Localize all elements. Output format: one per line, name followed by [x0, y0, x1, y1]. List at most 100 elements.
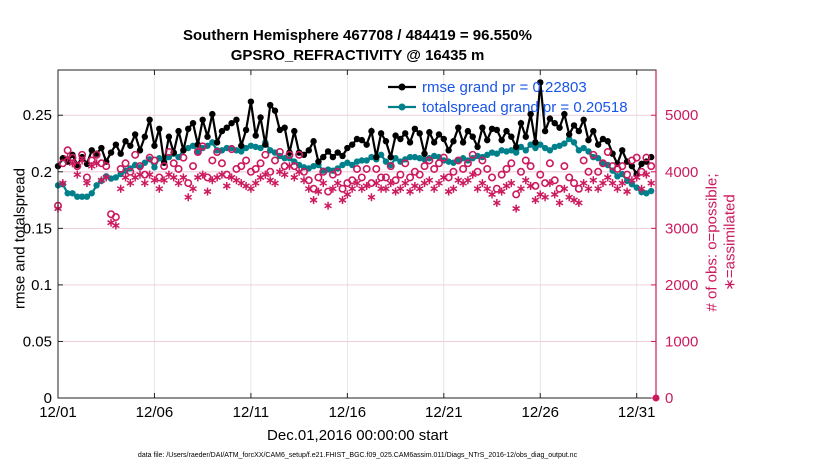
x-tick-label: 12/26 [521, 404, 559, 421]
data-point [189, 142, 197, 149]
obs-possible-marker [463, 159, 472, 168]
data-point [488, 149, 496, 156]
obs-assimilated-marker [478, 179, 487, 188]
obs-possible-marker [251, 164, 260, 173]
obs-possible-marker [285, 150, 294, 159]
data-point [426, 129, 433, 136]
asterisk-stroke [637, 186, 646, 192]
data-point [551, 119, 558, 127]
data-point [392, 132, 399, 139]
asterisk-stroke [290, 174, 299, 181]
data-point [377, 151, 385, 159]
asterisk-stroke [155, 186, 164, 192]
obs-assimilated-marker [338, 196, 347, 205]
asterisk-stroke [454, 177, 463, 183]
asterisk-stroke [647, 180, 656, 186]
obs-possible-marker [73, 162, 82, 171]
asterisk-stroke [382, 186, 390, 192]
obs-possible-marker [242, 156, 251, 165]
asterisk-stroke [150, 177, 159, 183]
obs-assimilated-marker [512, 204, 520, 213]
obs-assimilated-marker [603, 173, 612, 182]
obs-assimilated-marker [83, 179, 91, 188]
obs-assimilated-marker [295, 167, 303, 176]
y-right-tick-label: 1000 [665, 333, 698, 350]
data-point [411, 125, 419, 133]
data-point [131, 131, 139, 138]
data-point [551, 143, 558, 151]
data-point [435, 131, 443, 138]
obs-possible-marker [430, 164, 439, 173]
asterisk-stroke [531, 197, 540, 203]
asterisk-stroke [343, 191, 352, 198]
obs-assimilated-marker [73, 170, 82, 179]
data-point [517, 143, 525, 151]
data-point [175, 127, 182, 135]
asterisk-stroke [160, 177, 168, 183]
obs-possible-marker [497, 170, 506, 179]
data-point [575, 147, 583, 154]
asterisk-stroke [102, 174, 111, 181]
obs-possible-marker [444, 173, 453, 182]
asterisk-stroke [618, 180, 627, 186]
data-point [112, 141, 120, 148]
obs-assimilated-marker [430, 184, 439, 193]
asterisk-stroke [439, 174, 448, 181]
asterisk-stroke [68, 160, 77, 166]
obs-possible-marker [381, 173, 390, 182]
data-point [565, 135, 573, 143]
data-point [498, 147, 505, 154]
obs-possible-marker [155, 173, 164, 182]
obs-possible-marker [217, 159, 226, 168]
data-point [339, 161, 346, 169]
data-point [199, 116, 206, 123]
data-point [281, 124, 288, 131]
obs-assimilated-marker [550, 190, 559, 199]
data-point [83, 193, 91, 200]
data-point [469, 133, 476, 140]
obs-possible-marker [386, 162, 395, 171]
obs-assimilated-series [54, 153, 660, 402]
obs-possible-marker [121, 159, 130, 168]
asterisk-stroke [145, 171, 154, 178]
obs-possible-marker [357, 173, 366, 182]
obs-possible-marker [198, 142, 207, 151]
y-right-tick-label: 0 [665, 390, 673, 407]
asterisk-stroke [63, 155, 72, 161]
asterisk-stroke [517, 186, 525, 192]
data-point [151, 164, 158, 171]
asterisk-stroke [227, 174, 236, 181]
asterisk-stroke [449, 186, 458, 192]
data-point [508, 133, 515, 140]
data-point [561, 110, 568, 118]
obs-possible-marker [531, 181, 540, 190]
obs-assimilated-marker [647, 179, 656, 188]
asterisk-stroke [333, 180, 342, 186]
asterisk-stroke [140, 180, 149, 186]
obs-assimilated-marker [63, 153, 72, 162]
asterisk-stroke [174, 180, 183, 186]
data-point [628, 162, 636, 170]
data-point [122, 138, 129, 145]
data-point [512, 143, 520, 151]
data-point [580, 144, 587, 152]
asterisk-stroke [300, 177, 308, 183]
data-point [498, 136, 505, 144]
asterisk-stroke [179, 174, 188, 181]
data-point [358, 136, 366, 144]
data-point [141, 133, 149, 140]
x-tick-label: 12/11 [233, 404, 269, 421]
data-point [522, 133, 529, 140]
obs-assimilated-marker [174, 179, 183, 188]
obs-possible-marker [150, 156, 159, 165]
data-point [156, 125, 163, 133]
obs-possible-marker [237, 162, 246, 171]
asterisk-stroke [112, 222, 120, 229]
data-point [204, 133, 211, 140]
obs-assimilated-marker [386, 179, 395, 188]
data-point [291, 127, 298, 135]
data-point [527, 141, 534, 148]
x-tick-label: 12/01 [39, 404, 77, 421]
obs-possible-marker [536, 170, 545, 179]
asterisk-stroke [589, 177, 598, 183]
